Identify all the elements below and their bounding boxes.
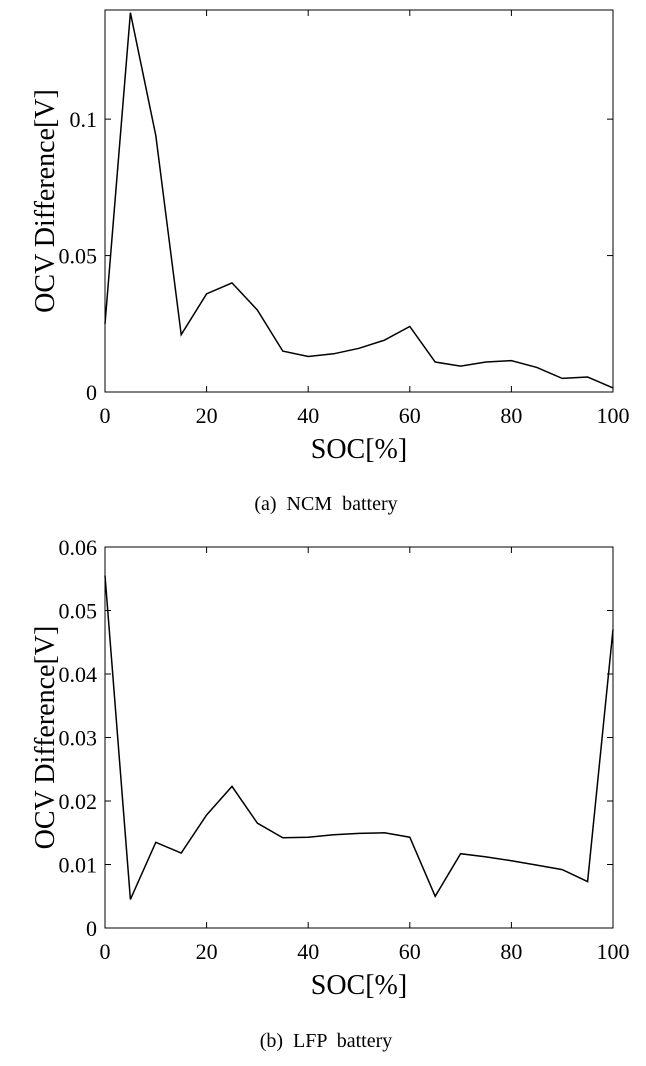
y-tick-label: 0.05 bbox=[59, 599, 98, 624]
chart-panel-lfp: 0 0.01 0.02 0.03 0.04 0.05 0.06 0 20 40 60 80 100 S… bbox=[30, 535, 630, 1052]
x-tick-label: 60 bbox=[399, 939, 421, 964]
x-axis-label: SOC[%] bbox=[311, 970, 407, 1001]
plot-area-frame bbox=[104, 546, 614, 929]
y-tick-label: 0.02 bbox=[59, 789, 98, 814]
x-tick-label: 0 bbox=[100, 939, 111, 964]
x-tick-label: 80 bbox=[500, 403, 522, 428]
x-tick-label: 40 bbox=[297, 939, 319, 964]
y-axis-label: OCV Difference[V] bbox=[30, 626, 61, 850]
y-tick-label: 0.1 bbox=[70, 107, 98, 132]
y-tick-label: 0 bbox=[86, 916, 97, 941]
x-axis-ticks: 0 20 40 60 80 100 bbox=[100, 10, 630, 428]
x-tick-label: 60 bbox=[399, 403, 421, 428]
y-tick-label: 0.01 bbox=[59, 853, 98, 878]
y-axis-ticks: 0 0.05 0.1 bbox=[59, 107, 613, 405]
chart-caption: (a) NCM battery bbox=[254, 493, 397, 515]
ocv-difference-line bbox=[104, 575, 614, 900]
plot-area-frame bbox=[104, 9, 614, 393]
x-tick-label: 80 bbox=[500, 939, 522, 964]
x-tick-label: 100 bbox=[597, 939, 630, 964]
x-tick-label: 20 bbox=[196, 403, 218, 428]
x-tick-label: 20 bbox=[196, 939, 218, 964]
x-tick-label: 100 bbox=[597, 403, 630, 428]
x-tick-label: 40 bbox=[297, 403, 319, 428]
y-axis-ticks: 0 0.01 0.02 0.03 0.04 0.05 0.06 bbox=[59, 535, 613, 941]
y-tick-label: 0.03 bbox=[59, 726, 98, 751]
ocv-difference-line bbox=[104, 12, 614, 389]
y-tick-label: 0.04 bbox=[59, 662, 98, 687]
x-axis-ticks: 0 20 40 60 80 100 bbox=[100, 547, 630, 964]
x-tick-label: 0 bbox=[100, 403, 111, 428]
y-tick-label: 0.05 bbox=[59, 244, 98, 269]
y-tick-label: 0 bbox=[86, 380, 97, 405]
y-axis-label: OCV Difference[V] bbox=[30, 89, 61, 313]
y-tick-label: 0.06 bbox=[59, 535, 98, 560]
x-axis-label: SOC[%] bbox=[311, 434, 407, 465]
chart-caption: (b) LFP battery bbox=[260, 1030, 393, 1052]
chart-panel-ncm: 0 0.05 0.1 0 20 40 60 80 100 SOC[%] OCV Differe… bbox=[30, 9, 630, 515]
